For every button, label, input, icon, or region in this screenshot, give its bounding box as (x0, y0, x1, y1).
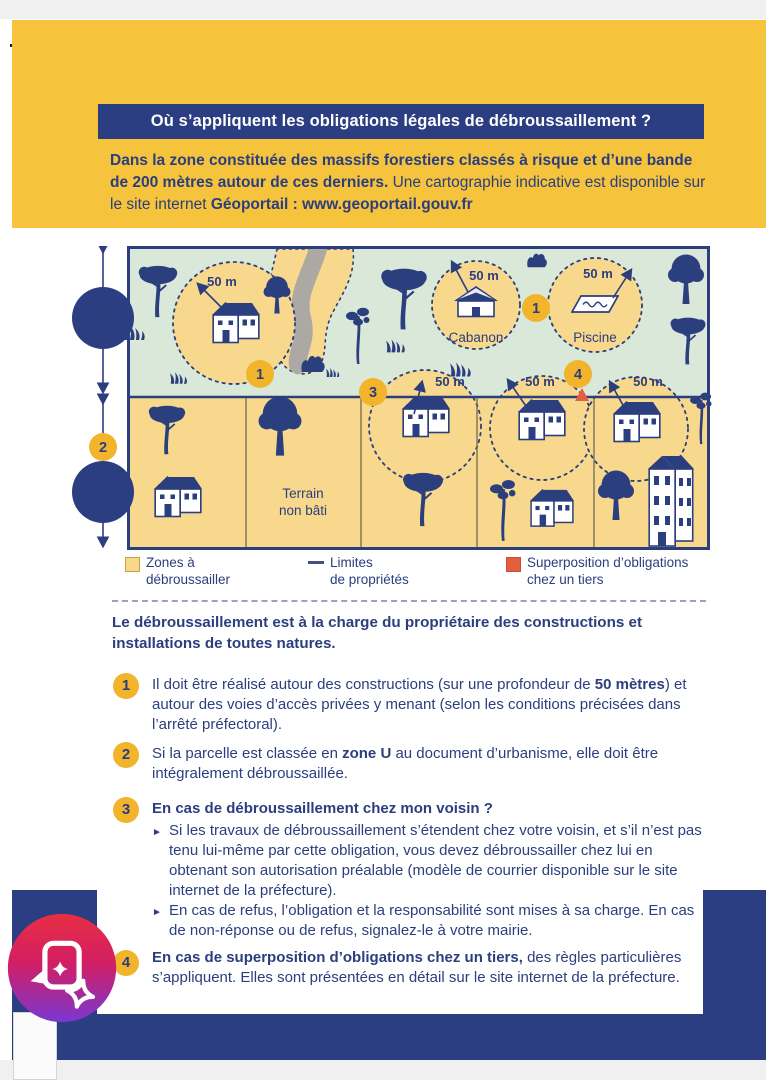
list-badge-4: 4 (113, 950, 139, 976)
item-text-segment: Il doit être réalisé autour des construc… (152, 676, 595, 693)
terrain-label: Terrain (282, 486, 323, 501)
superposition-marker-icon (575, 388, 589, 401)
intro-link-text: Géoportail : www.geoportail.gouv.fr (210, 196, 473, 213)
overlay-logo-button[interactable] (5, 911, 119, 1025)
item-text-segment: Si la parcelle est classée en (152, 745, 343, 762)
zone-u-label: Zone (89, 481, 116, 493)
footer-bar-bottom (12, 1014, 766, 1060)
page-title: Où s’appliquent les obligations légales … (98, 104, 704, 139)
item-heading: En cas de débroussaillement chez mon voi… (152, 800, 493, 817)
legend-swatch-line (308, 561, 324, 564)
cabanon-label: Cabanon (449, 330, 504, 345)
list-badge-3: 3 (113, 797, 139, 823)
bullet-item: ► En cas de refus, l’obligation et la re… (152, 901, 714, 941)
intro-segment: Une cartographie indicative est disponib… (110, 174, 706, 213)
distance-label: 50 m (435, 374, 465, 389)
distance-label: 50 m (583, 266, 613, 281)
badge-2-label: 2 (99, 440, 107, 456)
radius-arrow (612, 267, 633, 299)
legend-item: Superposition d’obligations chez un tier… (527, 554, 688, 588)
legend-label: de propriétés (330, 572, 409, 587)
hors-zone-u-label: Hors (90, 301, 116, 313)
legend-label: Limites (330, 555, 373, 570)
zones-diagram: 50 m 50 m 50 m 50 m 50 m 50 m Cabanon Pi… (72, 246, 712, 550)
radius-arrow (506, 378, 531, 413)
dashed-divider (112, 600, 706, 602)
hors-zone-u-label: Zone (89, 314, 116, 326)
item-text-segment: au document d’urbanisme, elle doit être … (152, 745, 659, 782)
house-icon (530, 489, 574, 527)
intro-segment: Dans la zone constituée des massifs fore… (110, 152, 693, 191)
badge-1-label: 1 (256, 367, 264, 383)
radius-arrow (413, 379, 426, 415)
item-text-segment: 50 mètres (594, 676, 665, 693)
pool-icon (571, 295, 619, 313)
zone-u-label: U (99, 495, 107, 507)
page-margin-top (0, 0, 766, 19)
list-item-4: En cas de superposition d’obligations ch… (152, 948, 736, 988)
list-badge-2: 2 (113, 742, 139, 768)
house-icon (613, 401, 661, 443)
radius-arrow (450, 259, 469, 293)
list-item-3: En cas de débroussaillement chez mon voi… (152, 799, 718, 941)
legend-swatch-orange (506, 557, 521, 572)
legend-label: débroussailler (146, 572, 231, 587)
legend-label: Superposition d’obligations (527, 555, 689, 570)
legend-item: Zones à débroussailler (146, 554, 230, 588)
distance-label: 50 m (633, 374, 663, 389)
intro-paragraph: Dans la zone constituée des massifs fore… (110, 150, 708, 216)
house-icon (402, 396, 450, 438)
distance-label: 50 m (525, 374, 555, 389)
house-icon (212, 302, 260, 344)
distance-label: 50 m (207, 274, 237, 289)
list-item-2: Si la parcelle est classée en zone U au … (152, 744, 714, 784)
item-text-segment: En cas de superposition d’obligations ch… (152, 949, 523, 966)
side-panel-edge (13, 1012, 57, 1080)
badge-4 (564, 360, 592, 388)
zone-u-bubble (72, 461, 134, 523)
badge-2 (89, 433, 117, 461)
hors-zone-u-bubble (72, 287, 134, 349)
badge-1 (522, 294, 550, 322)
distance-label: 50 m (469, 268, 499, 283)
page-margin-bottom (0, 1060, 766, 1080)
item-text-segment: zone U (342, 745, 392, 762)
terrain-label: non bâti (279, 503, 327, 518)
building-icon (648, 456, 694, 547)
bullet-text: Si les travaux de débroussaillement s’ét… (169, 822, 702, 899)
house-icon (154, 476, 202, 518)
bullet-arrow-icon: ► (152, 907, 162, 918)
statement-paragraph: Le débroussaillement est à la charge du … (112, 614, 643, 652)
legend-label: chez un tiers (527, 572, 604, 587)
radius-arrow (196, 282, 229, 315)
legend-swatch-yellow (125, 557, 140, 572)
badge-1 (246, 360, 274, 388)
badge-4-label: 4 (574, 367, 582, 383)
bullet-text: En cas de refus, l’obligation et la resp… (169, 902, 695, 939)
legend-item: Limites de propriétés (330, 554, 409, 588)
legend-label: Zones à (146, 555, 195, 570)
chat-sparkle-icon (7, 913, 117, 1023)
badge-3 (359, 378, 387, 406)
item-text-segment: des règles particulières s’appliquent. E… (152, 949, 682, 986)
bullet-arrow-icon: ► (152, 827, 162, 838)
road-icon (288, 246, 327, 374)
badge-1-label: 1 (532, 301, 540, 317)
item-text-segment: ) et autour des voies d’accès privées y … (152, 676, 687, 733)
bullet-item: ► Si les travaux de débroussaillement s’… (152, 821, 714, 901)
badge-3-label: 3 (369, 385, 377, 401)
list-item-1: Il doit être réalisé autour des construc… (152, 675, 714, 735)
radius-arrow (608, 379, 629, 415)
hors-zone-u-label: U (99, 327, 107, 339)
piscine-label: Piscine (573, 330, 617, 345)
list-badge-1: 1 (113, 673, 139, 699)
